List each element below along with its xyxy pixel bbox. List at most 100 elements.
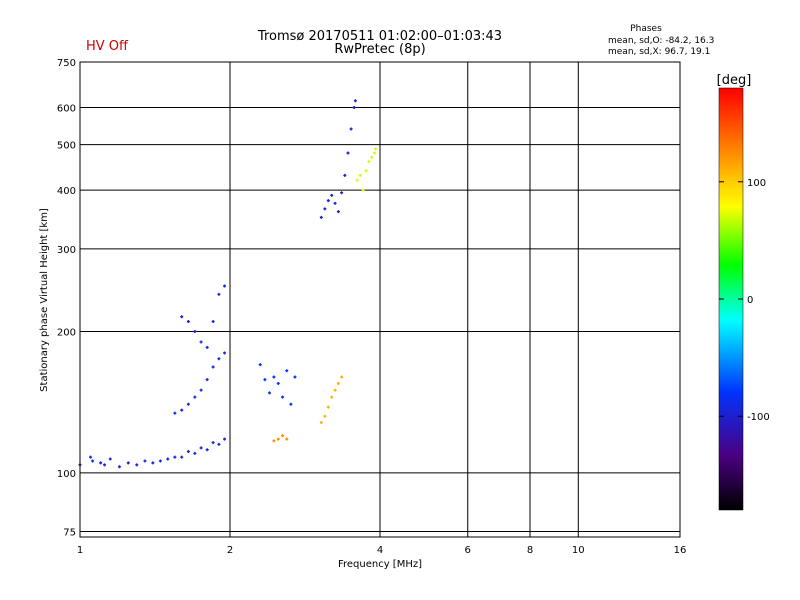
data-point [355,178,359,182]
data-point [293,375,297,379]
colorbar-tick-label: 100 [747,178,766,189]
data-point [158,459,162,463]
data-point [267,391,271,395]
data-point [193,451,197,455]
data-point [272,375,276,379]
data-point [289,402,293,406]
data-point [340,191,344,195]
data-point [193,330,197,334]
data-point [258,363,262,367]
y-tick-label: 500 [57,141,76,152]
data-point [180,408,184,412]
data-point [89,455,93,459]
y-tick-label: 75 [63,527,76,538]
data-point [323,207,327,211]
data-point [281,434,285,438]
data-point [166,457,170,461]
data-point [193,395,197,399]
data-point [135,463,139,467]
data-point [217,292,221,296]
data-point [370,155,374,159]
stats-line-o: mean, sd,O: -84.2, 16.3 [608,36,714,46]
data-point [217,442,221,446]
data-point [205,345,209,349]
data-point [285,437,289,441]
data-point [319,215,323,219]
data-point [211,320,215,324]
y-axis-label: Stationary phase Virtual Height [km] [39,208,50,392]
data-point [199,446,203,450]
x-axis-label: Frequency [MHz] [338,559,422,570]
data-point [353,99,357,103]
data-point [91,459,95,463]
grid [79,61,681,537]
data-point [276,437,280,441]
data-point [126,461,130,465]
stats-line-x: mean, sd,X: 96.7, 19.1 [608,47,710,57]
data-point [326,199,330,203]
data-point [336,210,340,214]
data-point [173,455,177,459]
data-point [358,173,362,177]
data-point [333,201,337,205]
data-point [199,388,203,392]
data-point [336,381,340,385]
data-point [205,378,209,382]
data-point [117,465,121,469]
x-tick-label: 16 [674,545,687,556]
x-tick-label: 10 [572,545,585,556]
y-tick-label: 200 [57,328,76,339]
data-point [180,315,184,319]
y-tick-label: 100 [57,469,76,480]
data-point [352,105,356,109]
data-point [349,127,353,131]
data-point [367,160,371,164]
data-point [217,357,221,361]
data-point [333,388,337,392]
data-point [364,169,368,173]
data-point [180,455,184,459]
data-point [346,151,350,155]
data-points [78,99,378,469]
x-tick-label: 4 [377,545,383,556]
data-point [211,365,215,369]
data-point [223,351,227,355]
x-tick-label: 1 [77,545,83,556]
data-point [276,381,280,385]
data-point [330,395,334,399]
plot-frame [79,61,681,538]
x-tick-label: 6 [465,545,471,556]
data-point [151,461,155,465]
data-point [186,320,190,324]
y-tick-label: 400 [57,186,76,197]
data-point [281,395,285,399]
data-point [108,457,112,461]
x-tick-label: 2 [227,545,233,556]
data-point [343,173,347,177]
data-point [199,340,203,344]
data-point [340,375,344,379]
chart-subtitle: RwPretec (8p) [334,42,425,57]
colorbar-ticks: 100 0 -100 [719,178,770,423]
data-point [186,402,190,406]
data-point [330,193,334,197]
data-point [173,411,177,415]
colorbar-tick-label: -100 [747,412,770,423]
y-tick-label: 600 [57,103,76,114]
y-tick-label: 750 [57,58,76,69]
data-point [99,461,103,465]
x-tick-label: 8 [527,545,533,556]
data-point [205,448,209,452]
data-point [223,284,227,288]
chart-title: Tromsø 20170511 01:02:00–01:03:43 [257,29,502,44]
data-point [323,414,327,418]
data-point [373,151,377,155]
data-point [186,450,190,454]
data-point [103,463,107,467]
data-point [272,439,276,443]
colorbar-unit-label: [deg] [717,73,752,88]
data-point [326,405,330,409]
status-label: HV Off [86,39,129,54]
data-point [319,420,323,424]
